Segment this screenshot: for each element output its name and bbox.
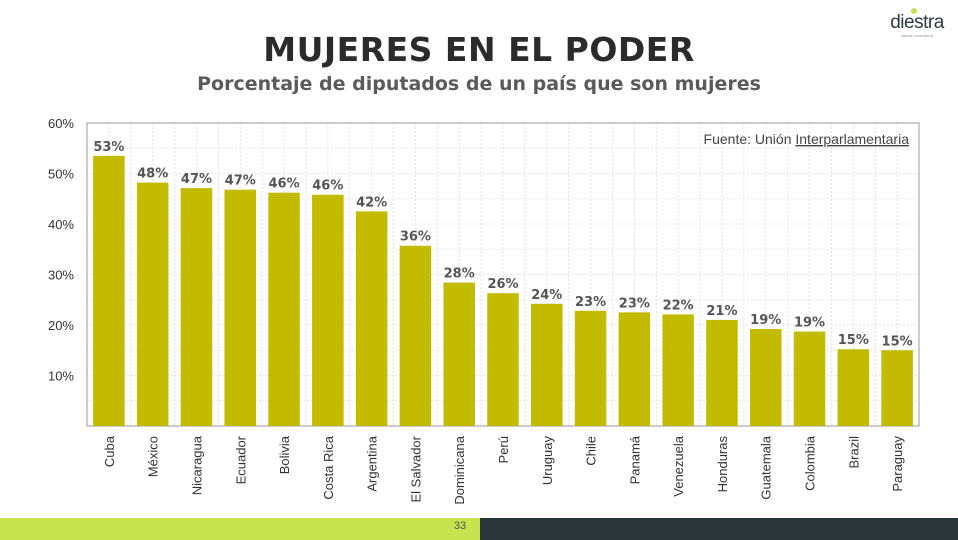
category-label: Panamá bbox=[627, 435, 642, 484]
data-label: 42% bbox=[356, 195, 387, 210]
data-label: 47% bbox=[181, 172, 212, 187]
bar bbox=[618, 312, 651, 426]
category-label: El Salvador bbox=[408, 435, 423, 502]
logo-dot-icon bbox=[911, 8, 917, 14]
bar bbox=[531, 303, 563, 426]
brand-logo: diestra somos consultoría bbox=[884, 6, 950, 42]
category-label: Argentina bbox=[365, 435, 380, 491]
category-label: Dominicana bbox=[452, 435, 467, 504]
page-number: 33 bbox=[453, 520, 467, 532]
data-label: 28% bbox=[444, 267, 475, 282]
logo-tagline: somos consultoría bbox=[901, 34, 933, 38]
data-label: 23% bbox=[575, 295, 606, 310]
data-label: 23% bbox=[619, 296, 650, 311]
category-label: Venezuela bbox=[671, 435, 686, 496]
bar bbox=[662, 314, 694, 426]
category-label: Honduras bbox=[715, 436, 730, 493]
bar bbox=[443, 282, 475, 426]
category-label: Colombia bbox=[803, 435, 818, 491]
data-label: 19% bbox=[750, 313, 781, 328]
chart-title: MUJERES EN EL PODER bbox=[263, 30, 695, 69]
bar bbox=[749, 329, 782, 426]
category-label: Paraguay bbox=[890, 436, 905, 492]
y-tick-label: 10% bbox=[48, 369, 74, 384]
source-name: Interparlamentaria bbox=[795, 131, 909, 147]
footer-dark-bar bbox=[480, 518, 958, 540]
bar bbox=[837, 349, 870, 426]
bar bbox=[706, 319, 738, 426]
bar bbox=[180, 188, 213, 426]
category-label: Cuba bbox=[102, 435, 117, 467]
data-label: 24% bbox=[531, 288, 562, 303]
data-label: 22% bbox=[663, 298, 694, 313]
data-label: 46% bbox=[312, 179, 343, 194]
bar bbox=[881, 350, 913, 426]
category-label: Brazil bbox=[846, 436, 861, 469]
bar bbox=[268, 192, 300, 426]
category-label: Uruguay bbox=[540, 436, 555, 486]
chart-subtitle: Porcentaje de diputados de un país que s… bbox=[197, 73, 761, 95]
category-label: Nicaragua bbox=[189, 435, 204, 495]
logo-text: diestra bbox=[890, 12, 944, 33]
category-label: México bbox=[146, 436, 161, 477]
data-label: 53% bbox=[93, 140, 124, 155]
y-tick-label: 60% bbox=[48, 116, 74, 131]
data-label: 19% bbox=[794, 316, 825, 331]
category-label: Guatemala bbox=[759, 435, 774, 499]
bar bbox=[355, 211, 388, 426]
category-label: Bolivia bbox=[277, 435, 292, 474]
y-tick-label: 50% bbox=[48, 167, 74, 182]
category-label: Ecuador bbox=[233, 435, 248, 484]
bar bbox=[136, 182, 169, 426]
footer-accent-bar bbox=[0, 518, 480, 540]
data-label: 21% bbox=[706, 304, 737, 319]
bar bbox=[93, 155, 125, 426]
y-tick-label: 40% bbox=[48, 217, 74, 232]
data-label: 46% bbox=[268, 177, 299, 192]
data-label: 15% bbox=[882, 334, 913, 349]
bar bbox=[793, 331, 826, 426]
data-label: 48% bbox=[137, 167, 168, 182]
y-tick-label: 20% bbox=[48, 318, 74, 333]
category-label: Perú bbox=[496, 436, 511, 463]
data-label: 47% bbox=[225, 174, 256, 189]
bar bbox=[399, 245, 432, 426]
data-label: 36% bbox=[400, 230, 431, 245]
data-label: 26% bbox=[487, 277, 518, 292]
source-note: Fuente: Unión Interparlamentaria bbox=[704, 131, 910, 147]
source-prefix: Fuente: Unión bbox=[704, 131, 796, 147]
bar bbox=[487, 293, 519, 426]
data-label: 15% bbox=[838, 333, 869, 348]
category-label: Costa Rica bbox=[321, 435, 336, 499]
bar bbox=[224, 189, 257, 426]
bar bbox=[574, 310, 607, 426]
bar bbox=[312, 194, 344, 426]
y-tick-label: 30% bbox=[48, 268, 74, 283]
category-label: Chile bbox=[584, 436, 599, 466]
